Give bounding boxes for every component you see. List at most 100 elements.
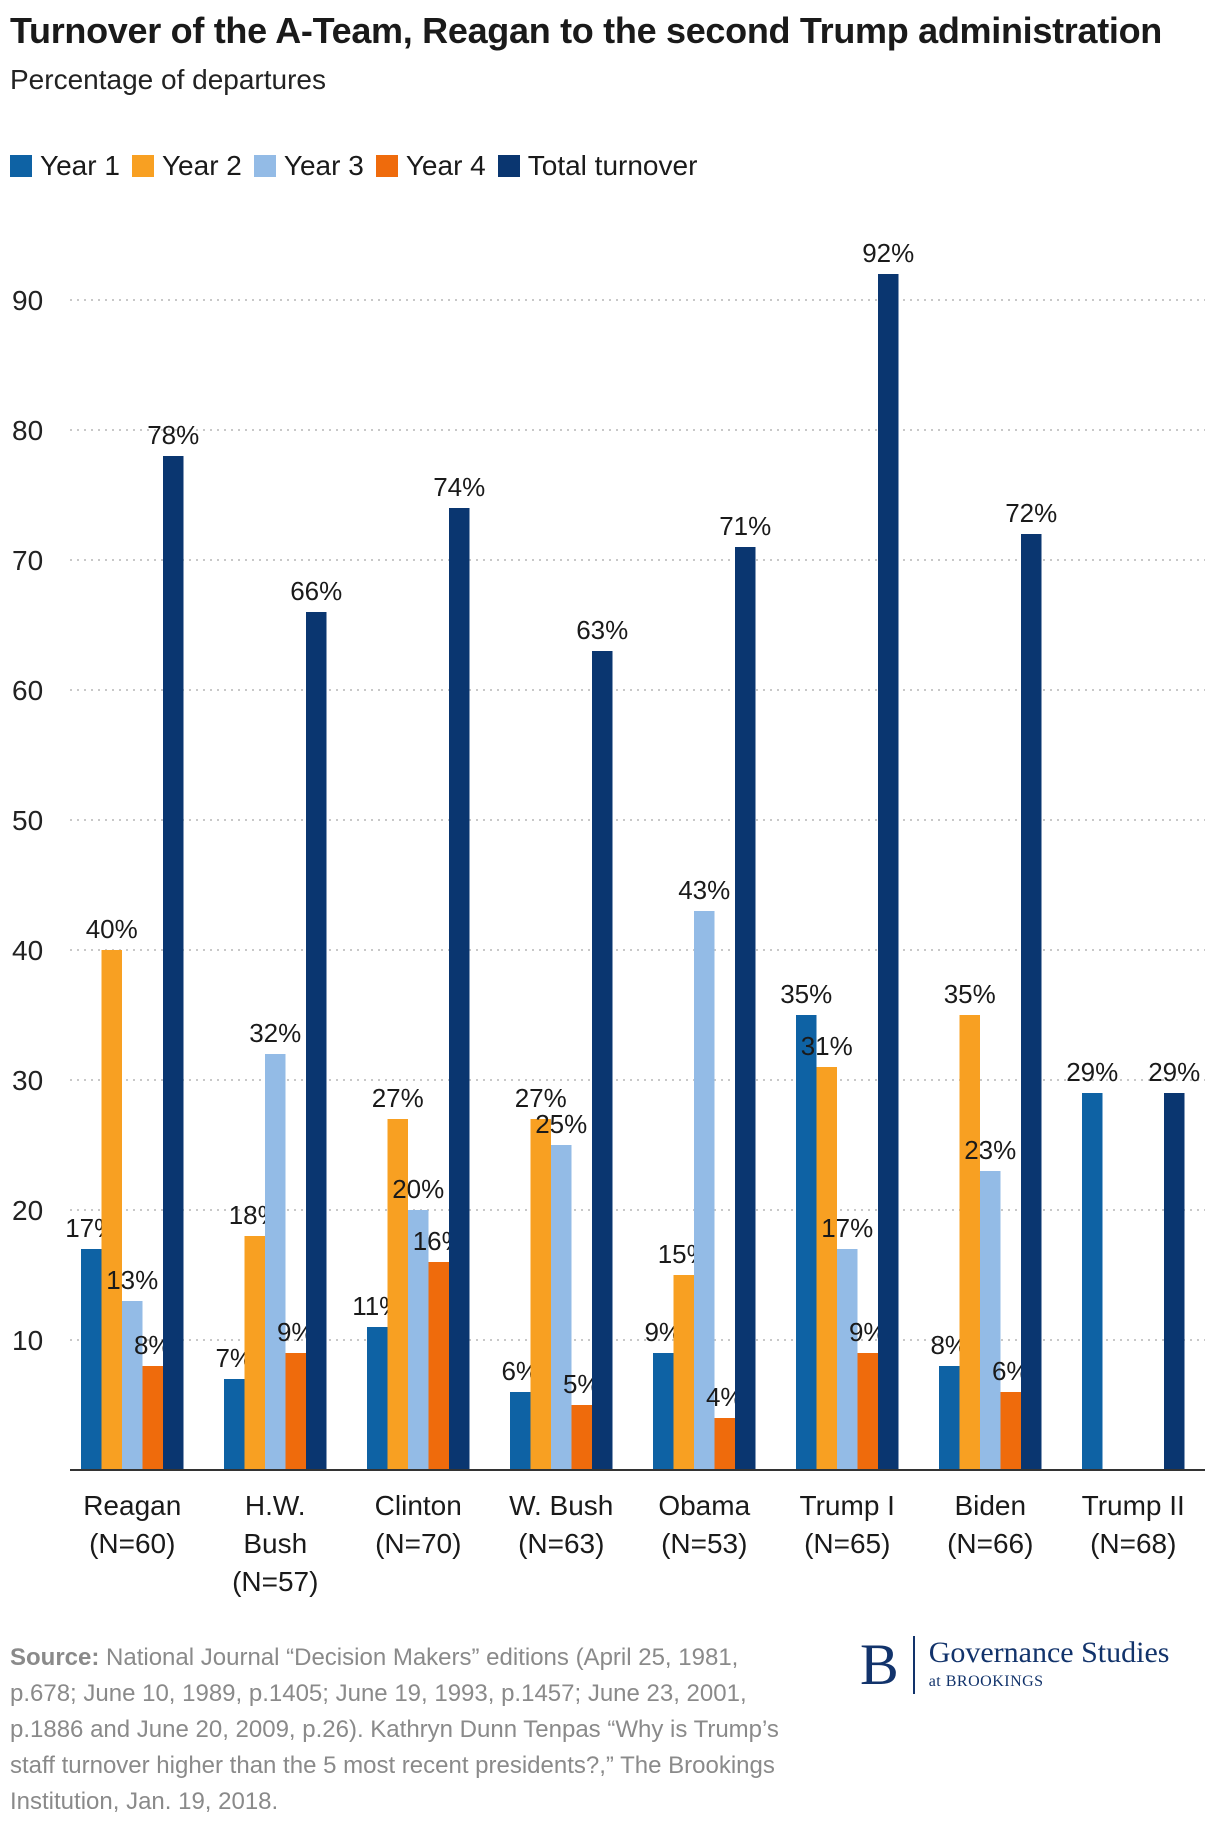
legend-swatch-year-2 <box>131 155 154 177</box>
x-tick-label-5-1: (N=65) <box>804 1528 890 1559</box>
legend-swatch-year-4 <box>375 155 398 177</box>
legend-label-total: Total turnover <box>527 150 698 181</box>
legend-swatch-total <box>497 155 520 177</box>
source-label: Source: <box>10 1644 100 1671</box>
bar-year-1-0 <box>81 1249 102 1470</box>
brookings-logo: B Governance Studies at BROOKINGS <box>860 1636 1169 1694</box>
bar-year-1-7 <box>1082 1093 1103 1470</box>
x-tick-label-5-0: Trump I <box>800 1490 895 1521</box>
bar-year-2-6 <box>959 1015 980 1470</box>
y-tick-label-60: 60 <box>12 675 43 706</box>
bar-year-4-6 <box>1000 1392 1021 1470</box>
bar-year-4-4 <box>714 1418 735 1470</box>
x-tick-label-7-0: Trump II <box>1082 1490 1185 1521</box>
chart-title: Turnover of the A-Team, Reagan to the se… <box>10 10 1162 51</box>
legend-swatch-year-3 <box>253 155 276 177</box>
bar-year-3-5 <box>837 1249 858 1470</box>
data-label-year-2-2: 27% <box>372 1083 424 1113</box>
legend-label-year-2: Year 2 <box>161 150 242 181</box>
bar-year-4-2 <box>428 1262 449 1470</box>
chart-subtitle: Percentage of departures <box>10 64 326 95</box>
bar-year-3-6 <box>980 1171 1001 1470</box>
bar-year-3-0 <box>122 1301 143 1470</box>
bar-year-1-5 <box>796 1015 817 1470</box>
data-label-total-turnover-1: 66% <box>290 576 342 606</box>
data-label-year-1-7: 29% <box>1066 1057 1118 1087</box>
logo-mark: B <box>860 1636 915 1694</box>
data-label-year-3-2: 20% <box>392 1174 444 1204</box>
x-tick-label-1-2: (N=57) <box>232 1566 318 1597</box>
bar-total-turnover-2 <box>449 508 470 1470</box>
x-tick-label-0-1: (N=60) <box>89 1528 175 1559</box>
data-label-year-3-5: 17% <box>821 1213 873 1243</box>
bar-total-turnover-4 <box>735 547 756 1470</box>
source-text: National Journal “Decision Makers” editi… <box>10 1644 779 1815</box>
x-tick-label-1-1: Bush <box>243 1528 307 1559</box>
bar-total-turnover-0 <box>163 456 184 1470</box>
legend-item-year-1: Year 1 <box>10 150 120 182</box>
data-label-total-turnover-6: 72% <box>1005 498 1057 528</box>
bar-total-turnover-1 <box>306 612 327 1470</box>
bar-year-1-6 <box>939 1366 960 1470</box>
bar-year-1-1 <box>224 1379 245 1470</box>
bar-year-2-3 <box>530 1119 551 1470</box>
bar-total-turnover-3 <box>592 651 613 1470</box>
source-note: Source: National Journal “Decision Maker… <box>10 1640 810 1820</box>
logo-sub: at BROOKINGS <box>928 1673 1044 1690</box>
bar-year-2-1 <box>244 1236 265 1470</box>
bar-year-3-1 <box>265 1054 286 1470</box>
data-label-year-2-3: 27% <box>515 1083 567 1113</box>
y-tick-label-80: 80 <box>12 415 43 446</box>
x-tick-label-6-1: (N=66) <box>947 1528 1033 1559</box>
bar-year-2-0 <box>101 950 122 1470</box>
data-label-total-turnover-4: 71% <box>719 511 771 541</box>
y-tick-label-20: 20 <box>12 1195 43 1226</box>
y-tick-label-50: 50 <box>12 805 43 836</box>
bar-year-1-3 <box>510 1392 531 1470</box>
legend-swatch-year-1 <box>10 155 32 177</box>
x-tick-label-1-0: H.W. <box>245 1490 306 1521</box>
data-label-year-3-6: 23% <box>964 1135 1016 1165</box>
bar-year-3-4 <box>694 911 715 1470</box>
data-label-year-1-5: 35% <box>780 979 832 1009</box>
y-tick-label-10: 10 <box>12 1325 43 1356</box>
x-tick-label-3-0: W. Bush <box>509 1490 613 1521</box>
data-label-year-3-4: 43% <box>678 875 730 905</box>
legend-label-year-3: Year 3 <box>283 150 364 181</box>
data-label-year-3-0: 13% <box>106 1265 158 1295</box>
y-tick-label-70: 70 <box>12 545 43 576</box>
data-label-year-2-5: 31% <box>801 1031 853 1061</box>
legend-item-year-3: Year 3 <box>253 150 364 182</box>
bar-chart: 10203040506070809017%40%13%8%78%Reagan(N… <box>12 238 1205 1597</box>
logo-name: Governance Studies <box>928 1636 1170 1669</box>
legend-label-year-4: Year 4 <box>405 150 486 181</box>
bar-year-3-3 <box>551 1145 572 1470</box>
x-tick-label-2-1: (N=70) <box>375 1528 461 1559</box>
x-tick-label-4-0: Obama <box>658 1490 750 1521</box>
bar-total-turnover-5 <box>878 274 899 1470</box>
data-label-year-3-3: 25% <box>535 1109 587 1139</box>
x-tick-label-4-1: (N=53) <box>661 1528 747 1559</box>
data-label-total-turnover-2: 74% <box>433 472 485 502</box>
y-tick-label-40: 40 <box>12 935 43 966</box>
data-label-total-turnover-5: 92% <box>862 238 914 268</box>
bar-year-2-2 <box>387 1119 408 1470</box>
bar-total-turnover-7 <box>1164 1093 1185 1470</box>
data-label-year-3-1: 32% <box>249 1018 301 1048</box>
bar-total-turnover-6 <box>1021 534 1042 1470</box>
x-tick-label-2-0: Clinton <box>375 1490 462 1521</box>
bar-year-1-2 <box>367 1327 388 1470</box>
bar-year-4-3 <box>571 1405 592 1470</box>
data-label-total-turnover-7: 29% <box>1148 1057 1200 1087</box>
legend-item-year-4: Year 4 <box>375 150 486 182</box>
bar-year-2-5 <box>816 1067 837 1470</box>
data-label-total-turnover-0: 78% <box>147 420 199 450</box>
bar-year-2-4 <box>673 1275 694 1470</box>
data-label-total-turnover-3: 63% <box>576 615 628 645</box>
bar-year-4-5 <box>857 1353 878 1470</box>
x-tick-label-0-0: Reagan <box>83 1490 181 1521</box>
legend-item-total: Total turnover <box>497 150 698 182</box>
data-label-year-2-0: 40% <box>86 914 138 944</box>
bar-year-1-4 <box>653 1353 674 1470</box>
legend: Year 1 Year 2 Year 3 Year 4 Total turnov… <box>10 150 709 182</box>
